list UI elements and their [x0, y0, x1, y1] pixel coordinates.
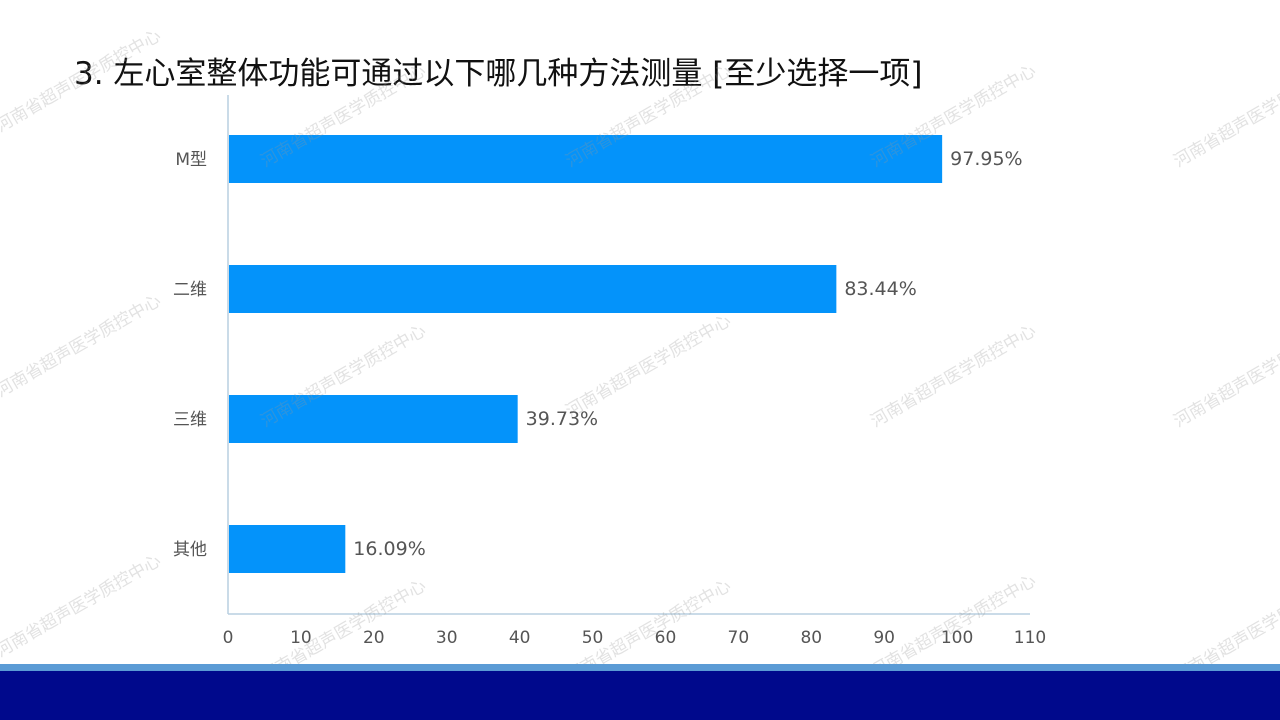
bottom-footer-bar	[0, 671, 1280, 720]
data-label: 83.44%	[844, 278, 916, 300]
bar	[229, 265, 837, 313]
x-tick-label: 40	[509, 628, 531, 648]
x-tick-label: 10	[290, 628, 312, 648]
bottom-accent-stripe	[0, 664, 1280, 671]
x-tick-label: 70	[728, 628, 750, 648]
x-tick-label: 60	[655, 628, 677, 648]
category-label: 三维	[173, 410, 207, 430]
x-tick-label: 30	[436, 628, 458, 648]
x-tick-label: 90	[873, 628, 895, 648]
x-tick-label: 110	[1014, 628, 1046, 648]
x-tick-label: 50	[582, 628, 604, 648]
bar	[229, 135, 943, 183]
page-title: 3. 左心室整体功能可通过以下哪几种方法测量 [至少选择一项]	[74, 56, 923, 92]
bar	[229, 395, 518, 443]
category-label: 其他	[173, 540, 207, 560]
bar	[229, 525, 346, 573]
x-tick-label: 0	[223, 628, 234, 648]
data-label: 39.73%	[526, 408, 598, 430]
data-label: 97.95%	[950, 148, 1022, 170]
category-label: 二维	[173, 280, 207, 300]
category-label: M型	[175, 150, 207, 170]
x-tick-label: 100	[941, 628, 973, 648]
bar-chart: 0 10 20 30 40 50 60 70 80 90 100 110 M型 97.95% 二维 83.44…	[173, 95, 1046, 648]
x-tick-label: 80	[800, 628, 822, 648]
data-label: 16.09%	[353, 538, 425, 560]
x-tick-label: 20	[363, 628, 385, 648]
